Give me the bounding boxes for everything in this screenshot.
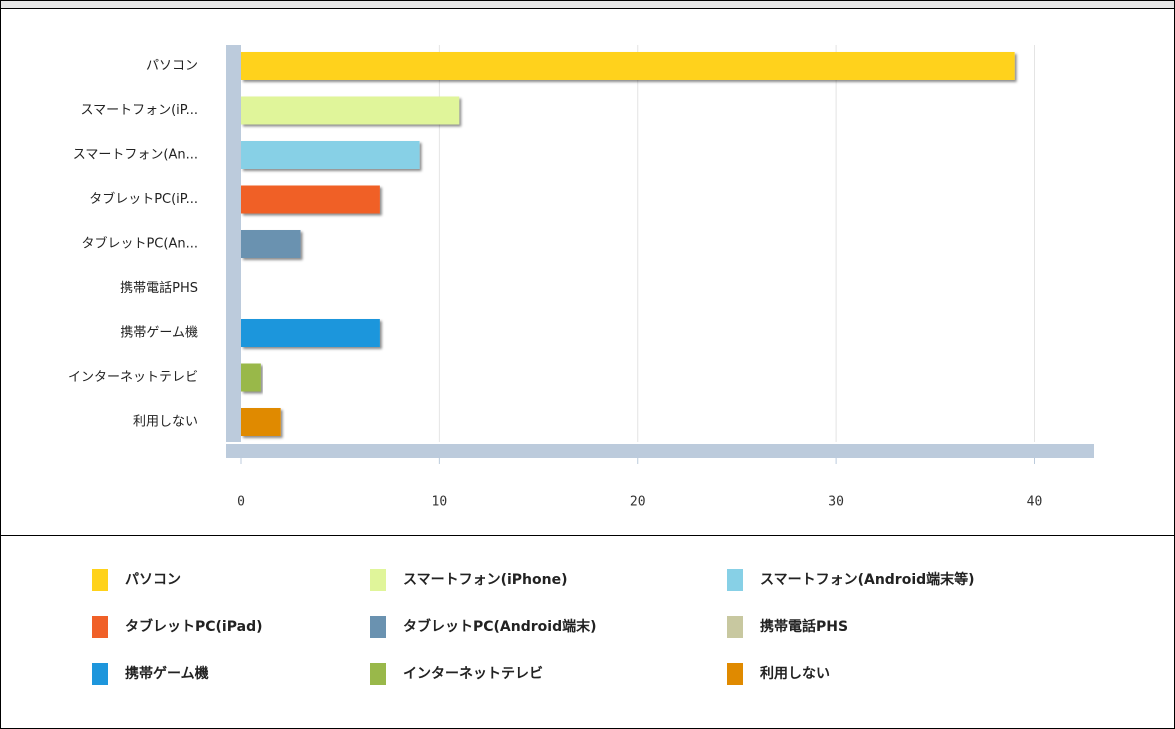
legend-label: タブレットPC(iPad) xyxy=(125,618,262,635)
x-tick-label: 40 xyxy=(1027,495,1043,510)
legend-swatch xyxy=(370,569,386,591)
y-tick-label: パソコン xyxy=(146,59,198,74)
legend-label: 携帯ゲーム機 xyxy=(125,665,209,682)
legend-swatch xyxy=(92,616,108,638)
legend-label: 利用しない xyxy=(760,665,830,682)
legend-swatch xyxy=(370,663,386,685)
x-tick-label: 30 xyxy=(828,495,844,510)
y-tick-label: スマートフォン(iP... xyxy=(80,103,198,118)
y-tick-label: 携帯電話PHS xyxy=(120,280,198,296)
legend-swatch xyxy=(92,569,108,591)
legend-swatch xyxy=(727,663,743,685)
legend-swatch xyxy=(92,663,108,685)
legend-swatch xyxy=(727,569,743,591)
x-tick-label: 10 xyxy=(432,495,448,510)
x-tick-label: 20 xyxy=(630,495,646,510)
x-tick-label: 0 xyxy=(237,495,245,510)
axis-floor xyxy=(226,444,1094,458)
legend-label: インターネットテレビ xyxy=(403,666,543,682)
bar xyxy=(241,52,1015,80)
bar xyxy=(241,363,261,392)
y-tick-label: インターネットテレビ xyxy=(68,370,198,385)
y-tick-label: タブレットPC(An... xyxy=(81,236,198,252)
bar xyxy=(241,96,460,125)
legend-label: 携帯電話PHS xyxy=(760,618,848,635)
bar xyxy=(241,141,420,169)
y-tick-label: 携帯ゲーム機 xyxy=(120,325,198,341)
y-tick-label: スマートフォン(An... xyxy=(73,148,198,163)
legend-swatch xyxy=(370,616,386,638)
y-tick-label: 利用しない xyxy=(133,415,198,430)
legend-label: スマートフォン(iPhone) xyxy=(403,572,567,588)
bar xyxy=(241,230,301,258)
header-strip xyxy=(0,0,1175,9)
legend-swatch xyxy=(727,616,743,638)
bar xyxy=(241,185,380,214)
legend-label: タブレットPC(Android端末) xyxy=(403,618,597,635)
legend-label: パソコン xyxy=(125,572,181,588)
legend-label: スマートフォン(Android端末等) xyxy=(760,571,975,588)
y-tick-label: タブレットPC(iP... xyxy=(89,191,198,207)
bar xyxy=(241,319,380,347)
bar xyxy=(241,408,281,436)
axis-wall xyxy=(226,45,241,442)
